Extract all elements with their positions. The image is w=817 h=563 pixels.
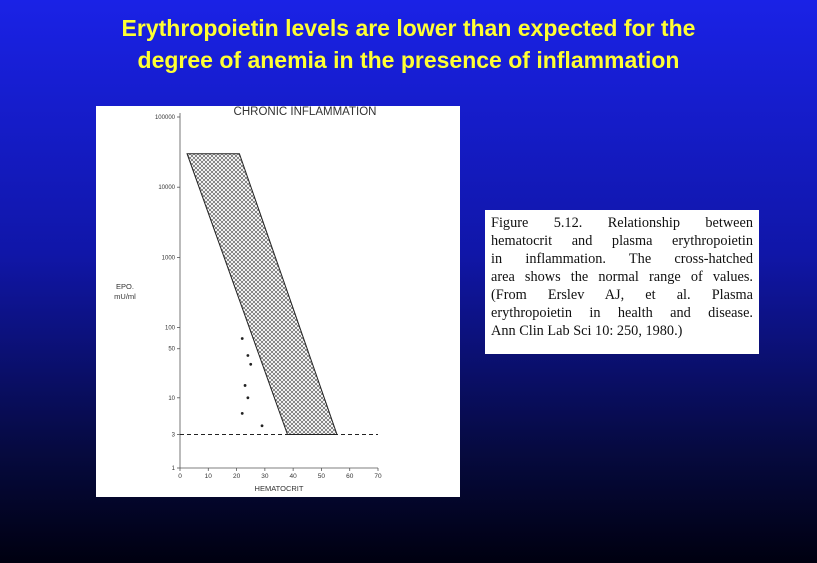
caption-line: area shows the normal range of values. — [491, 269, 753, 285]
data-point — [249, 362, 253, 366]
data-point — [246, 354, 250, 357]
caption-line: Ann Clin Lab Sci 10: 250, 1980.) — [491, 323, 683, 339]
data-point — [246, 396, 250, 400]
x-tick-label: 40 — [290, 473, 298, 480]
y-axis-label: mU/ml — [114, 292, 136, 301]
caption-line: in inflammation. The cross-hatched — [491, 251, 753, 267]
caption: Figure 5.12. Relationship between hemato… — [485, 210, 759, 354]
title-line: Erythropoietin levels are lower than exp… — [121, 15, 696, 41]
y-tick-label: 10 — [168, 396, 175, 402]
y-tick-label: 50 — [168, 347, 175, 353]
y-tick-label: 3 — [172, 433, 176, 439]
x-axis-label: HEMATOCRIT — [255, 484, 304, 493]
slide-title: Erythropoietin levels are lower than exp… — [0, 12, 817, 76]
y-tick-label: 100000 — [155, 115, 176, 121]
y-tick-label: 1000 — [162, 255, 176, 261]
title-line: degree of anemia in the presence of infl… — [137, 47, 680, 73]
y-tick-label: 10000 — [158, 185, 175, 191]
x-tick-label: 60 — [346, 473, 354, 480]
x-tick-label: 70 — [374, 473, 382, 480]
x-tick-label: 0 — [178, 473, 182, 480]
x-tick-label: 30 — [261, 473, 269, 480]
data-point — [243, 384, 247, 387]
chart-title: CHRONIC INFLAMMATION — [234, 106, 377, 118]
data-point — [240, 411, 244, 415]
x-tick-label: 10 — [205, 473, 213, 480]
data-point — [240, 337, 244, 340]
y-axis-label: EPO. — [116, 282, 134, 291]
x-tick-label: 50 — [318, 473, 326, 480]
data-point — [260, 424, 264, 428]
caption-line: hematocrit and plasma erythropoietin — [491, 233, 753, 249]
normal-range-band — [186, 153, 338, 436]
caption-line: Figure 5.12. Relationship between — [491, 215, 753, 231]
caption-line: (From Erslev AJ, et al. Plasma — [491, 287, 753, 303]
y-tick-label: 100 — [165, 326, 176, 332]
caption-line: erythropoietin in health and disease. — [491, 305, 753, 321]
y-tick-label: 1 — [172, 466, 176, 472]
x-tick-label: 20 — [233, 473, 241, 480]
